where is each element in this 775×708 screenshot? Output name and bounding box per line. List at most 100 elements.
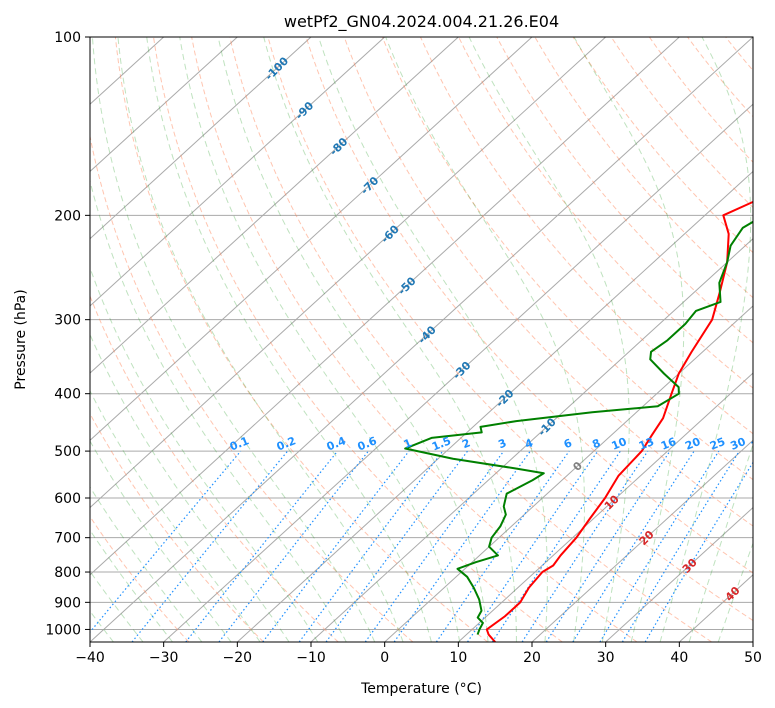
dry-adiabat: [343, 37, 753, 527]
isotherm-line: [457, 372, 753, 642]
dry-adiabat: [496, 37, 753, 344]
dry-adiabat: [458, 37, 753, 389]
mixing-ratio-line: [491, 450, 621, 642]
dry-adiabat: [229, 37, 713, 642]
moist-adiabat: [90, 178, 347, 642]
moist-adiabat: [91, 37, 376, 642]
dry-adiabat: [534, 37, 753, 299]
isotherm-line: [90, 37, 312, 240]
mixing-ratio-line: [545, 450, 671, 642]
isotherm-line: [310, 237, 753, 642]
moist-adiabat: [318, 37, 548, 642]
isotherm-line: [236, 170, 753, 642]
mixing-ratio-line: [185, 450, 339, 642]
mixing-ratio-line: [131, 450, 289, 642]
chart-title: wetPf2_GN04.2024.004.21.26.E04: [284, 12, 559, 32]
x-tick-label: −30: [149, 650, 179, 666]
moist-adiabat: [573, 37, 685, 642]
y-tick-label: 900: [54, 595, 81, 611]
mixing-ratio-label: 36: [749, 435, 768, 453]
x-tick-label: 10: [449, 650, 467, 666]
y-tick-label: 200: [54, 208, 81, 224]
x-tick-label: −40: [75, 650, 105, 666]
mixing-ratio-label: 16: [659, 435, 678, 453]
moist-adiabat: [217, 37, 489, 642]
moist-adiabat: [90, 486, 203, 642]
mixing-ratio-line: [364, 450, 505, 642]
mixing-ratio-label: 1: [402, 436, 414, 451]
dry-adiabat: [420, 37, 753, 435]
x-tick-label: 20: [523, 650, 541, 666]
mixing-ratio-label: 30: [728, 435, 747, 453]
isotherm-line: [90, 37, 459, 374]
mixing-ratio-line: [262, 450, 410, 642]
mixing-ratio-line: [298, 450, 444, 642]
mixing-ratio-label: 8: [590, 436, 602, 451]
x-tick-label: 50: [744, 650, 762, 666]
y-tick-label: 100: [54, 30, 81, 46]
mixing-ratio-label: 10: [610, 435, 629, 453]
dry-adiabat: [90, 133, 414, 642]
isotherm-line: [90, 37, 680, 576]
isotherm-line: [163, 103, 753, 642]
moist-adiabat: [468, 37, 630, 642]
moist-adiabat: [90, 333, 290, 642]
dry-adiabat: [90, 412, 264, 642]
dry-adiabat: [381, 37, 753, 481]
moist-adiabat: [90, 266, 319, 642]
y-tick-label: 1000: [45, 622, 81, 638]
moist-adiabat: [179, 37, 461, 642]
moist-adiabat: [90, 389, 261, 642]
moist-adiabat: [717, 541, 753, 642]
mixing-ratio-line: [521, 450, 649, 642]
y-tick-label: 700: [54, 531, 81, 547]
dry-adiabat: [191, 37, 638, 642]
moist-adiabat: [263, 37, 517, 642]
moist-adiabat: [385, 37, 585, 642]
mixing-ratio-line: [467, 450, 599, 642]
moist-adiabat: [659, 37, 752, 642]
isotherm-line: [90, 37, 238, 173]
dry-adiabat: [610, 37, 753, 209]
moist-adiabat: [90, 570, 144, 642]
x-axis-title: Temperature (°C): [360, 681, 482, 697]
dewpoint-line: [404, 220, 753, 635]
x-tick-label: −20: [223, 650, 253, 666]
mixing-ratio-line: [599, 450, 720, 642]
dry-adiabat: [114, 37, 488, 642]
mixing-ratio-line: [572, 450, 695, 642]
y-tick-label: 500: [54, 444, 81, 460]
x-tick-label: 30: [597, 650, 615, 666]
isotherm-line: [605, 506, 753, 642]
mixing-ratio-line: [90, 450, 242, 634]
isotherm-line: [90, 37, 533, 442]
moist-adiabat: [146, 37, 432, 642]
x-tick-label: 40: [670, 650, 688, 666]
x-tick-label: −10: [296, 650, 326, 666]
dry-adiabat: [725, 37, 753, 72]
mixing-ratio-label: 3: [496, 436, 508, 451]
moist-adiabat: [117, 37, 404, 642]
isotherm-line: [90, 37, 607, 509]
dry-adiabat: [90, 294, 339, 642]
mixing-ratio-label: 13: [637, 435, 656, 453]
mixing-ratio-line: [325, 450, 469, 642]
y-tick-label: 600: [54, 491, 81, 507]
x-tick-label: 0: [380, 650, 389, 666]
dry-adiabat: [153, 37, 563, 642]
isotherm-line: [752, 641, 753, 642]
isotherm-line: [531, 439, 753, 642]
plot-area: 0.1 0.2 0.4 0.6 1 1.5 2 3 4 6 8 10 13 16 20 25 30 36-100-…: [90, 37, 768, 642]
mixing-ratio-line: [218, 450, 369, 642]
moist-adiabat: [688, 442, 753, 642]
mixing-ratio-label: 2: [460, 436, 472, 451]
mixing-ratio-label: 6: [562, 436, 574, 451]
mixing-ratio-line: [621, 450, 740, 642]
temperature-line: [485, 200, 753, 642]
isotherm-line: [90, 37, 386, 307]
y-tick-label: 400: [54, 387, 81, 403]
isotherm-line: [90, 37, 753, 642]
mixing-ratio-line: [393, 450, 531, 642]
mixing-ratio-line: [435, 450, 570, 642]
